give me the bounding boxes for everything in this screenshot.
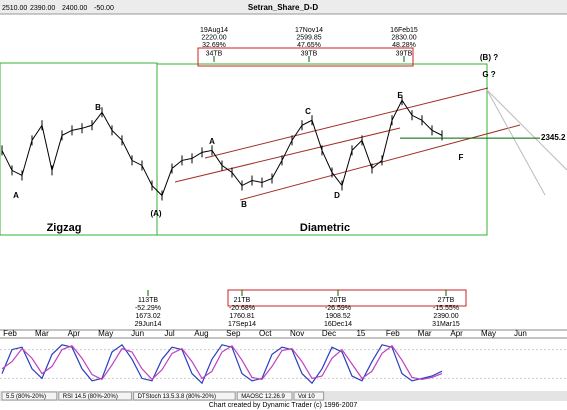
x-tick-label: Feb [386,329,400,338]
indicator-tab[interactable] [293,391,325,401]
channel-line [174,127,401,183]
projection-line [486,89,567,171]
annotation-box [227,289,467,307]
annotation-bars: 21TB [234,297,251,304]
header-value: 2400.00 [62,5,87,12]
x-tick-label: May [481,329,496,338]
annotation-date: 19Aug14 [200,27,228,34]
level-label: 2345.2 [541,133,566,142]
wave-label: F [459,153,464,162]
annotation-date: 16Feb15 [390,27,418,34]
pattern-label: Zigzag [47,222,82,234]
annotation-date: 17Nov14 [295,27,323,34]
pattern-label: Diametric [300,222,350,234]
indicator-tab[interactable] [58,391,133,401]
pattern-box [0,62,158,236]
annotation-change: -20.68% [229,305,255,312]
oscillator-line [1,344,443,381]
indicator-tab-label: Vol 10 [298,394,315,400]
annotation-date: 29Jun14 [135,321,162,328]
wave-label: (A) [150,209,161,218]
x-tick-label: Mar [35,329,49,338]
indicator-tab-label: 5.5 (80%-20%) [6,394,46,400]
indicator-tab[interactable] [1,391,58,401]
annotation-change: 32.69% [202,42,226,49]
wave-label: E [397,91,403,100]
header-bar [0,0,567,14]
x-tick-label: Apr [68,329,81,338]
chart-title: Setran_Share_D-D [248,3,318,12]
annotation-change: -52.29% [135,305,161,312]
indicator-tab[interactable] [133,391,236,401]
x-tick-label: Mar [418,329,432,338]
x-tick-label: Jun [514,329,527,338]
wave-label: A [13,191,19,200]
annotation-bars: 113TB [138,297,158,304]
x-tick-label: Aug [194,329,208,338]
x-tick-label: Apr [450,329,463,338]
header-value: -50.00 [94,5,114,12]
annotation-box [197,47,414,67]
header-value: 2390.00 [30,5,55,12]
indicator-tab[interactable] [236,391,293,401]
indicator-tab-label: DTStoch 13.5.3.8 (80%-20%) [138,394,216,400]
indicator-tab-label: RSI 14.5 (80%-20%) [63,394,118,400]
annotation-bars: 27TB [438,297,455,304]
wave-label: C [305,107,311,116]
pattern-box [156,63,488,236]
annotation-bars: 39TB [301,50,318,57]
oscillator-line [1,343,443,385]
annotation-change: 47.65% [297,42,321,49]
projection-line [486,89,546,196]
x-tick-label: Jul [164,329,174,338]
annotation-price: 1673.02 [135,313,160,320]
annotation-date: 17Sep14 [228,321,256,328]
annotation-bars: 20TB [330,297,347,304]
wave-label: D [334,191,340,200]
x-tick-label: 15 [356,329,365,338]
annotation-price: 1760.81 [229,313,254,320]
x-tick-label: Nov [290,329,304,338]
annotation-bars: 39TB [396,50,413,57]
annotation-bars: 34TB [206,50,223,57]
wave-label: (B) ? [480,53,498,62]
price-line [1,99,443,197]
annotation-date: 31Mar15 [432,321,460,328]
wave-label: G ? [482,70,495,79]
channel-line [204,87,489,159]
x-tick-label: Oct [259,329,272,338]
wave-label: B [95,103,101,112]
x-tick-label: Dec [322,329,336,338]
annotation-price: 2390.00 [433,313,458,320]
indicator-tab-label: MAOSC 12.26.9 [241,394,285,400]
wave-label: A [209,137,215,146]
annotation-change: -15.55% [433,305,459,312]
x-tick-label: Feb [3,329,17,338]
annotation-change: 48.28% [392,42,416,49]
x-tick-label: Jun [131,329,144,338]
footer: Chart created by Dynamic Trader (c) 1996… [209,402,358,409]
annotation-price: 2599.85 [296,34,321,41]
header-value: 2510.00 [2,5,27,12]
annotation-price: 2220.00 [201,34,226,41]
annotation-price: 2830.00 [391,34,416,41]
annotation-price: 1908.52 [325,313,350,320]
annotation-change: -26.59% [325,305,351,312]
wave-label: B [241,200,247,209]
x-tick-label: May [98,329,113,338]
annotation-date: 16Dec14 [324,321,352,328]
x-tick-label: Sep [226,329,241,338]
